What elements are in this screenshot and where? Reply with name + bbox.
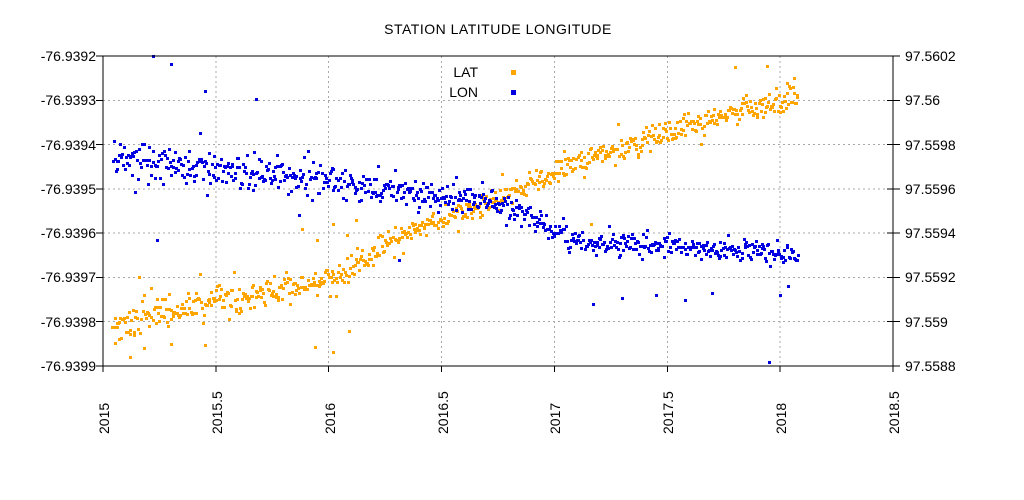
x-tick-label: 2018.5 bbox=[886, 391, 902, 434]
y-left-tick-label: -76.9394 bbox=[40, 136, 96, 153]
y-right-tick-label: 97.56 bbox=[905, 92, 941, 109]
x-tick-label: 2017.5 bbox=[660, 391, 677, 434]
y-left-tick-label: -76.9396 bbox=[40, 225, 96, 242]
y-right-tick-label: 97.5602 bbox=[905, 48, 956, 64]
y-left-tick-label: -76.9392 bbox=[40, 48, 96, 64]
x-tick-label: 2018 bbox=[773, 402, 790, 434]
y-right-tick-label: 97.5596 bbox=[905, 180, 956, 197]
x-tick-label: 2015.5 bbox=[208, 391, 225, 434]
y-right-tick-label: 97.559 bbox=[905, 313, 948, 330]
y-right-tick-label: 97.5594 bbox=[905, 225, 956, 242]
chart-title: STATION LATITUDE LONGITUDE bbox=[384, 21, 612, 37]
x-tick-label: 2016 bbox=[321, 402, 338, 434]
y-right-tick-label: 97.5588 bbox=[905, 358, 956, 374]
y-left-tick-label: -76.9398 bbox=[40, 313, 96, 330]
y-left-tick-label: -76.9395 bbox=[40, 180, 96, 197]
y-left-tick-label: -76.9393 bbox=[40, 92, 96, 109]
lon-marker-icon bbox=[511, 89, 516, 95]
x-tick-label: 2015 bbox=[96, 402, 112, 434]
legend-label-lon: LON bbox=[449, 84, 478, 100]
y-right-tick-label: 97.5592 bbox=[905, 269, 956, 286]
legend-label-lat: LAT bbox=[453, 64, 478, 80]
y-left-tick-label: -76.9397 bbox=[40, 269, 96, 286]
lat-marker-icon bbox=[511, 69, 516, 75]
y-left-tick-label: -76.9399 bbox=[40, 358, 96, 374]
x-tick-label: 2016.5 bbox=[434, 391, 451, 434]
x-tick-label: 2017 bbox=[547, 402, 564, 434]
legend-entry-lon: LON bbox=[390, 84, 516, 100]
y-right-tick-label: 97.5598 bbox=[905, 136, 956, 153]
legend-entry-lat: LAT bbox=[390, 64, 516, 80]
